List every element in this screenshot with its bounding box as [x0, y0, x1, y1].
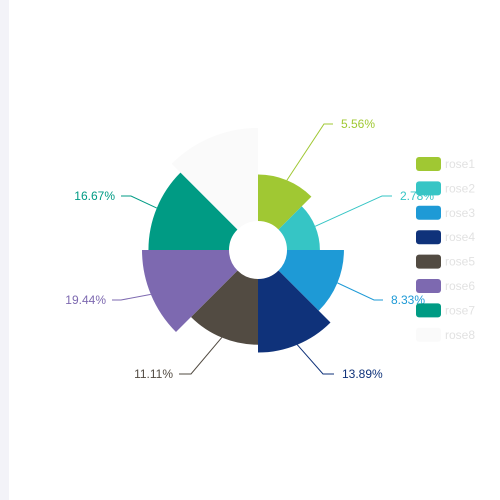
legend-swatch-rose8 [416, 327, 441, 342]
rose-sector-rose5[interactable] [190, 270, 258, 345]
data-label-rose5: 11.11% [134, 367, 173, 381]
label-line-rose7 [121, 195, 157, 209]
legend-swatch-rose5 [416, 254, 441, 269]
legend-label-rose2: rose2 [445, 181, 475, 195]
rose-sector-rose8[interactable] [171, 128, 258, 230]
legend-swatch-rose2 [416, 181, 441, 196]
legend-label-rose3: rose3 [445, 206, 475, 220]
legend-label-rose6: rose6 [445, 279, 475, 293]
data-label-rose4: 13.89% [342, 367, 383, 381]
legend-label-rose7: rose7 [445, 303, 475, 317]
legend-swatch-rose3 [416, 205, 441, 220]
legend-item-rose7[interactable]: rose7 [416, 303, 475, 318]
data-label-rose7: 16.67% [74, 189, 115, 203]
label-line-rose1 [286, 123, 333, 181]
rose-sector-rose1[interactable] [258, 174, 312, 230]
legend-item-rose2[interactable]: rose2 [416, 181, 475, 196]
legend-label-rose5: rose5 [445, 255, 475, 269]
label-line-rose4 [296, 344, 334, 375]
rose-sector-rose4[interactable] [258, 270, 331, 353]
label-line-rose2 [314, 195, 392, 227]
legend-label-rose8: rose8 [445, 328, 475, 342]
legend-swatch-rose1 [416, 157, 441, 171]
legend-item-rose6[interactable]: rose6 [416, 279, 475, 293]
rose-sector-rose7[interactable] [148, 172, 238, 250]
data-label-rose6: 19.44% [65, 293, 106, 307]
legend-label-rose1: rose1 [445, 157, 475, 171]
label-line-rose6 [112, 293, 151, 301]
legend-item-rose5[interactable]: rose5 [416, 254, 475, 269]
label-line-rose5 [179, 337, 223, 375]
rose-sector-rose3[interactable] [278, 250, 344, 311]
legend-swatch-rose6 [416, 279, 441, 293]
legend-item-rose1[interactable]: rose1 [416, 157, 475, 171]
legend-label-rose4: rose4 [445, 230, 475, 244]
chart-panel [9, 0, 500, 500]
label-line-rose3 [337, 282, 383, 301]
data-label-rose1: 5.56% [341, 117, 375, 131]
legend-item-rose8[interactable]: rose8 [416, 327, 475, 342]
rose-sector-rose6[interactable] [142, 250, 238, 333]
data-label-rose3: 8.33% [391, 293, 425, 307]
legend-swatch-rose7 [416, 303, 441, 318]
rose-sector-rose2[interactable] [278, 206, 320, 250]
legend-item-rose3[interactable]: rose3 [416, 205, 475, 220]
legend-swatch-rose4 [416, 230, 441, 245]
legend-item-rose4[interactable]: rose4 [416, 230, 475, 245]
